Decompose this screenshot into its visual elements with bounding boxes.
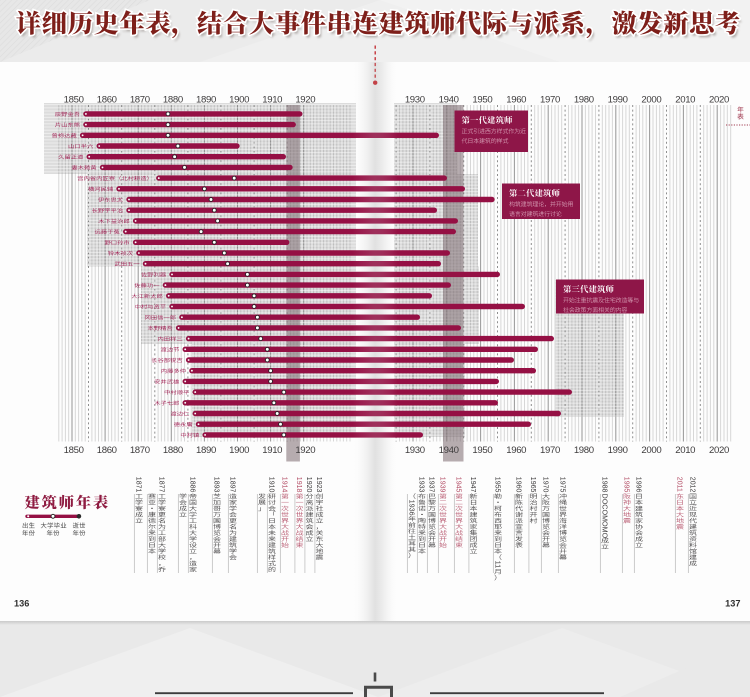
svg-text:1880: 1880 [163,445,183,456]
svg-text:1988: 1988 [601,477,608,493]
svg-text:1920: 1920 [295,445,315,456]
svg-text:1996: 1996 [635,477,642,493]
svg-text:2010: 2010 [675,94,695,105]
svg-text:1933: 1933 [418,477,425,493]
svg-text:1936: 1936 [408,500,417,516]
svg-text:11: 11 [494,561,503,568]
svg-text:2000: 2000 [641,445,661,456]
svg-text:1850: 1850 [64,94,84,105]
svg-text:1940: 1940 [439,94,459,105]
svg-text:2010: 2010 [675,445,695,456]
svg-text:1947: 1947 [469,477,476,493]
svg-text:2020: 2020 [709,445,729,456]
svg-text:2011: 2011 [676,477,683,492]
svg-text:1886: 1886 [189,477,196,493]
svg-text:1980: 1980 [574,94,594,105]
svg-text:1893: 1893 [213,477,220,493]
svg-text:1960: 1960 [506,94,526,105]
svg-text:1970: 1970 [540,445,560,456]
svg-text:1995: 1995 [623,477,630,493]
svg-text:1955: 1955 [494,477,501,493]
svg-text:2020: 2020 [709,94,729,105]
svg-text:1990: 1990 [608,445,628,456]
svg-text:1910: 1910 [268,477,275,493]
svg-text:1880: 1880 [163,94,183,105]
svg-text:1980: 1980 [574,445,594,456]
svg-text:1975: 1975 [559,477,566,493]
svg-text:1960: 1960 [515,477,522,493]
svg-text:1900: 1900 [229,94,249,105]
svg-text:1965: 1965 [529,477,536,493]
svg-text:1990: 1990 [608,94,628,105]
svg-text:1877: 1877 [158,477,165,493]
svg-text:1850: 1850 [64,445,84,456]
svg-text:136: 136 [14,599,29,609]
svg-text:1897: 1897 [229,477,236,493]
svg-text:2000: 2000 [641,94,661,105]
svg-text:1970: 1970 [542,477,549,493]
svg-text:1970: 1970 [540,94,560,105]
svg-text:1950: 1950 [472,445,492,456]
svg-text:1930: 1930 [405,94,425,105]
svg-text:1900: 1900 [229,445,249,456]
svg-text:1860: 1860 [97,94,117,105]
svg-text:1920: 1920 [305,477,312,493]
svg-text:1920: 1920 [295,94,315,105]
svg-text:1960: 1960 [506,445,526,456]
svg-text:1918: 1918 [295,477,302,493]
svg-text:DOCOMOMO: DOCOMOMO [601,494,610,539]
svg-text:1923: 1923 [315,477,322,493]
svg-text:1910: 1910 [262,445,282,456]
svg-text:1890: 1890 [196,94,216,105]
svg-text:1860: 1860 [97,445,117,456]
svg-text:2012: 2012 [689,477,696,493]
svg-text:1950: 1950 [472,94,492,105]
svg-text:1945: 1945 [455,477,462,493]
svg-text:1937: 1937 [428,477,435,493]
svg-text:1930: 1930 [405,445,425,456]
svg-text:1940: 1940 [439,445,459,456]
svg-text:137: 137 [725,599,740,609]
svg-text:1871: 1871 [135,477,142,493]
svg-text:1870: 1870 [130,445,150,456]
svg-text:1890: 1890 [196,445,216,456]
svg-text:1939: 1939 [439,477,446,493]
svg-text:1870: 1870 [130,94,150,105]
svg-text:1910: 1910 [262,94,282,105]
svg-text:1914: 1914 [281,477,288,493]
